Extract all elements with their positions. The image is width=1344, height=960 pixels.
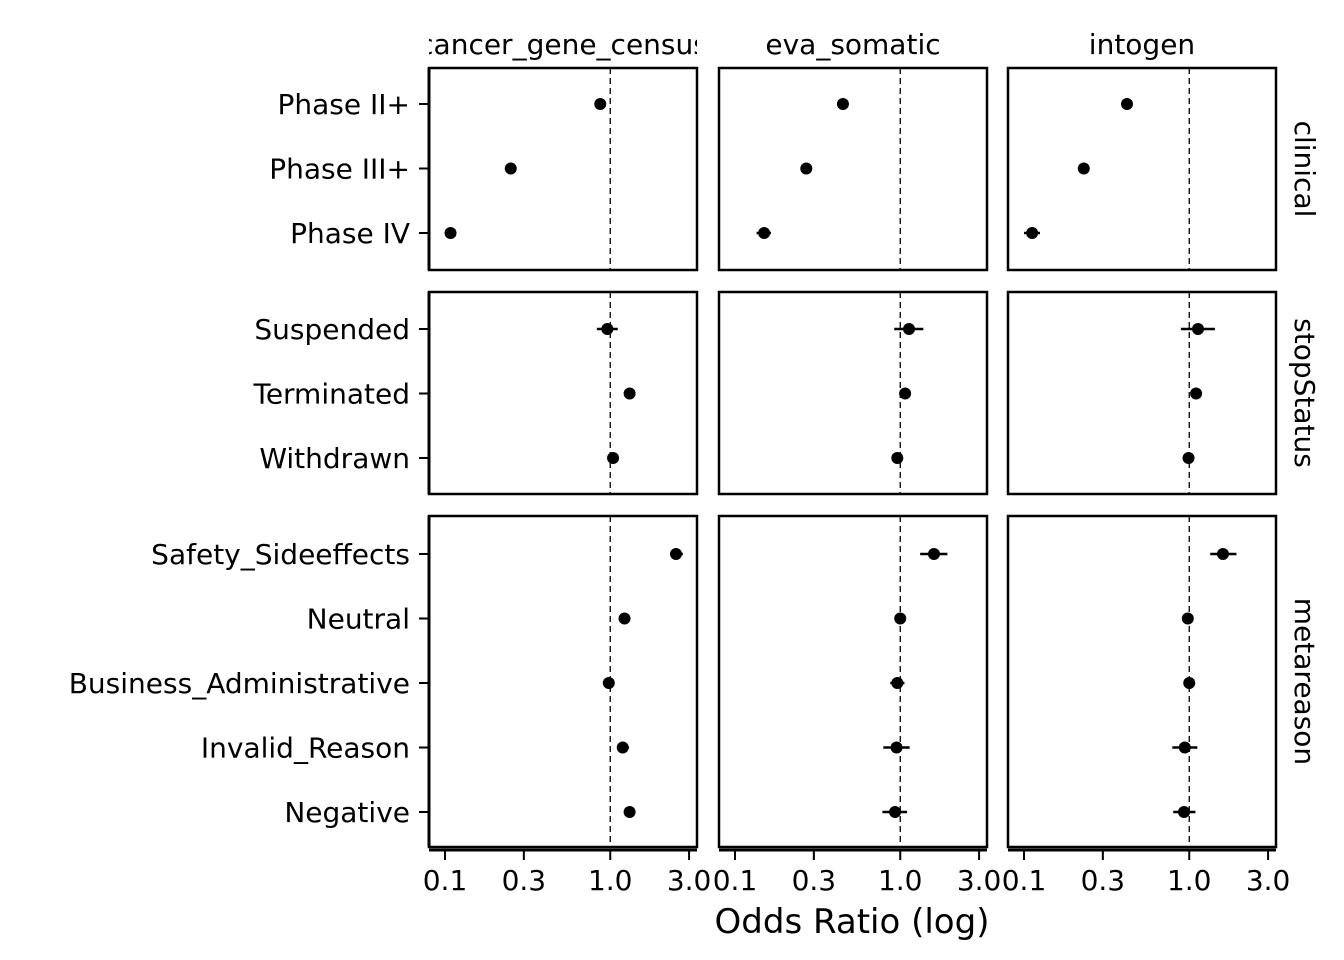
panel-border [717, 290, 989, 496]
x-tick-label: 1.0 [588, 864, 633, 897]
facet-panel [1006, 514, 1278, 849]
x-tick-label: 0.1 [423, 864, 468, 897]
y-tick-label: Invalid_Reason [201, 732, 410, 765]
panel-border [1006, 66, 1278, 272]
facet-panel [717, 514, 989, 849]
panel-border [427, 514, 699, 849]
column-strip-label: cancer_gene_census [418, 28, 708, 61]
data-point [1120, 98, 1133, 110]
data-point [623, 806, 636, 818]
x-tick-label: 0.1 [1002, 864, 1047, 897]
column-strip-label: intogen [1089, 28, 1195, 61]
x-tick-label: 1.0 [878, 864, 923, 897]
data-point [602, 677, 615, 689]
row-strip-label: stopStatus [1288, 318, 1321, 468]
facet-panel [427, 514, 699, 849]
y-tick-label: Neutral [307, 603, 410, 636]
data-point [927, 548, 940, 560]
x-tick-label: 0.1 [713, 864, 758, 897]
x-tick-label: 3.0 [667, 864, 712, 897]
data-point [444, 227, 457, 239]
x-tick-label: 0.3 [792, 864, 837, 897]
data-point [594, 98, 607, 110]
y-tick-label: Negative [284, 796, 410, 829]
facet-panel [1006, 290, 1278, 496]
x-axis-label: Odds Ratio (log) [715, 902, 990, 942]
facet-panel [427, 290, 699, 496]
y-tick-label: Withdrawn [259, 442, 410, 475]
data-point [1026, 227, 1039, 239]
facet-panel [717, 66, 989, 272]
data-point [836, 98, 849, 110]
y-tick-label: Phase III+ [269, 153, 410, 186]
data-point [894, 612, 907, 625]
facet-panel [1006, 66, 1278, 272]
x-tick-label: 3.0 [957, 864, 1002, 897]
panel-border [717, 514, 989, 849]
data-point [669, 548, 682, 560]
data-point [1181, 612, 1194, 625]
y-tick-label: Suspended [254, 313, 410, 346]
data-point [890, 741, 903, 754]
data-point [889, 806, 902, 818]
data-point [504, 162, 517, 175]
y-tick-label: Safety_Sideeffects [151, 538, 410, 571]
data-point [800, 162, 813, 175]
x-tick-label: 0.3 [1081, 864, 1126, 897]
data-point [891, 677, 904, 689]
x-tick-label: 1.0 [1167, 864, 1212, 897]
column-strip-label: eva_somatic [765, 28, 940, 61]
y-tick-label: Phase IV [290, 217, 410, 250]
data-point [899, 387, 912, 400]
data-point [903, 323, 916, 335]
data-point [607, 452, 620, 464]
data-point [618, 612, 631, 625]
data-point [1183, 677, 1196, 689]
y-tick-label: Terminated [252, 378, 410, 411]
data-point [1192, 323, 1205, 335]
data-point [623, 387, 636, 400]
data-point [758, 227, 771, 239]
y-tick-label: Phase II+ [278, 88, 410, 121]
y-tick-label: Business_Administrative [69, 667, 410, 700]
panel-border [1006, 290, 1278, 496]
panel-border [717, 66, 989, 272]
data-point [1216, 548, 1229, 560]
data-point [1190, 387, 1203, 400]
x-tick-label: 3.0 [1246, 864, 1291, 897]
x-tick-label: 0.3 [502, 864, 547, 897]
data-point [1178, 806, 1191, 818]
data-point [1182, 452, 1195, 464]
panel-border [427, 290, 699, 496]
panel-border [427, 66, 699, 272]
facet-panel [427, 66, 699, 272]
data-point [601, 323, 614, 335]
data-point [616, 741, 629, 754]
data-point [1178, 741, 1191, 754]
data-point [1077, 162, 1090, 175]
row-strip-label: metareason [1288, 598, 1321, 765]
row-strip-label: clinical [1288, 121, 1321, 218]
facet-panel [717, 290, 989, 496]
panel-border [1006, 514, 1278, 849]
data-point [891, 452, 904, 464]
